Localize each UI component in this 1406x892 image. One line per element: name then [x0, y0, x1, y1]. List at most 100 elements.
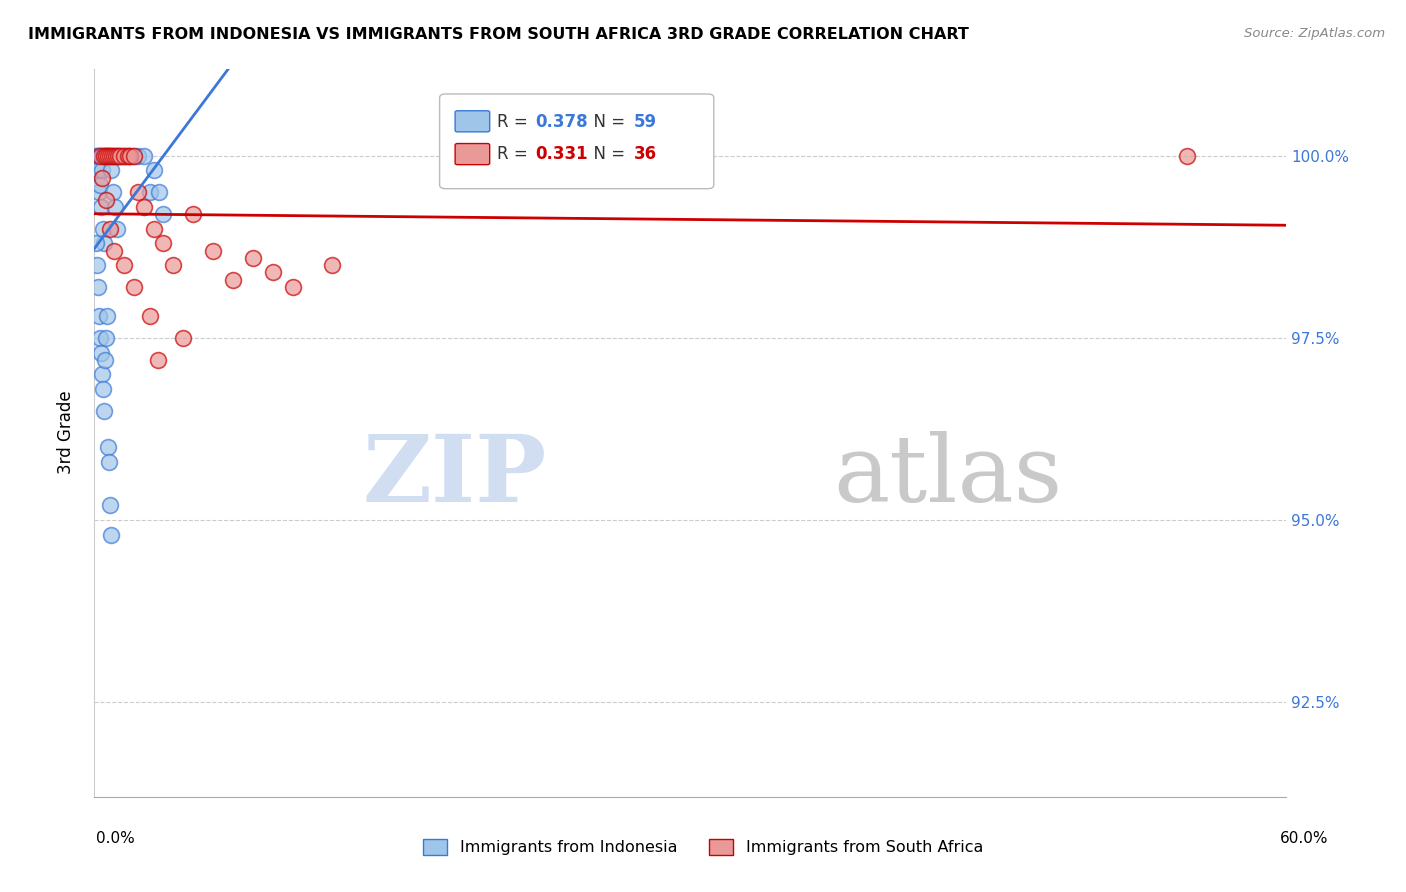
Text: 0.331: 0.331 [534, 145, 588, 162]
Point [108, 149, 131, 163]
Point [122, 149, 145, 163]
Text: Source: ZipAtlas.com: Source: ZipAtlas.com [1244, 27, 1385, 40]
Point [132, 149, 155, 163]
Point [103, 244, 125, 258]
Text: N =: N = [582, 145, 630, 162]
Point [90, 200, 112, 214]
Text: ZIP: ZIP [363, 432, 547, 521]
Point [202, 244, 225, 258]
Point [105, 221, 128, 235]
Point [127, 186, 149, 200]
Point [108, 149, 131, 163]
Point [138, 186, 160, 200]
Point [112, 149, 135, 163]
Point [118, 149, 141, 163]
Point [114, 149, 136, 163]
Point [100, 527, 122, 541]
Point [127, 149, 149, 163]
Point [89, 149, 111, 163]
Point [90, 345, 112, 359]
Point [281, 280, 304, 294]
Point [89, 178, 111, 192]
Point [262, 265, 284, 279]
Point [93, 404, 115, 418]
Point [142, 221, 165, 235]
Point [117, 149, 139, 163]
Point [87, 163, 110, 178]
Point [98, 149, 121, 163]
Point [87, 186, 110, 200]
Point [152, 207, 174, 221]
Point [1175, 149, 1198, 163]
Point [91, 382, 114, 396]
Point [89, 149, 111, 163]
Point [132, 200, 155, 214]
Point [117, 149, 139, 163]
Point [100, 163, 122, 178]
FancyBboxPatch shape [456, 111, 489, 132]
Point [103, 149, 125, 163]
Point [93, 236, 115, 251]
Point [118, 149, 141, 163]
Text: 36: 36 [634, 145, 657, 162]
Text: N =: N = [582, 112, 630, 131]
Point [138, 309, 160, 323]
Point [111, 149, 134, 163]
FancyBboxPatch shape [456, 144, 489, 165]
Text: 0.378: 0.378 [534, 112, 588, 131]
Point [89, 331, 111, 345]
Point [84, 236, 107, 251]
Point [181, 207, 204, 221]
Point [172, 331, 194, 345]
Point [107, 149, 129, 163]
Point [122, 149, 145, 163]
Text: IMMIGRANTS FROM INDONESIA VS IMMIGRANTS FROM SOUTH AFRICA 3RD GRADE CORRELATION : IMMIGRANTS FROM INDONESIA VS IMMIGRANTS … [28, 27, 969, 42]
Point [97, 149, 120, 163]
Point [94, 149, 117, 163]
Point [90, 149, 112, 163]
Text: 59: 59 [634, 112, 657, 131]
Text: atlas: atlas [832, 432, 1063, 521]
Point [93, 149, 115, 163]
Point [90, 163, 112, 178]
Point [97, 149, 120, 163]
Point [97, 440, 120, 454]
Text: 60.0%: 60.0% [1281, 831, 1329, 846]
Point [97, 149, 120, 163]
Point [94, 352, 117, 367]
Point [96, 309, 118, 323]
Point [222, 273, 245, 287]
Point [122, 280, 145, 294]
Point [94, 149, 117, 163]
Point [87, 149, 110, 163]
Point [87, 149, 110, 163]
Point [98, 149, 121, 163]
Point [90, 368, 112, 382]
Point [104, 149, 127, 163]
Point [104, 149, 127, 163]
Point [91, 149, 114, 163]
Point [112, 149, 135, 163]
Point [112, 258, 135, 272]
Point [87, 309, 110, 323]
Point [321, 258, 343, 272]
Point [152, 236, 174, 251]
Text: 0.0%: 0.0% [96, 831, 135, 846]
Point [107, 149, 129, 163]
Point [101, 149, 124, 163]
Point [84, 149, 107, 163]
Point [86, 149, 108, 163]
Point [90, 149, 112, 163]
Legend: Immigrants from Indonesia, Immigrants from South Africa: Immigrants from Indonesia, Immigrants fr… [416, 832, 990, 862]
FancyBboxPatch shape [440, 94, 714, 189]
Point [104, 200, 127, 214]
Point [91, 221, 114, 235]
Point [98, 499, 121, 513]
Point [101, 149, 124, 163]
Point [242, 251, 264, 265]
Point [87, 280, 110, 294]
Point [94, 193, 117, 207]
Y-axis label: 3rd Grade: 3rd Grade [58, 391, 75, 475]
Point [98, 221, 121, 235]
Point [86, 258, 108, 272]
